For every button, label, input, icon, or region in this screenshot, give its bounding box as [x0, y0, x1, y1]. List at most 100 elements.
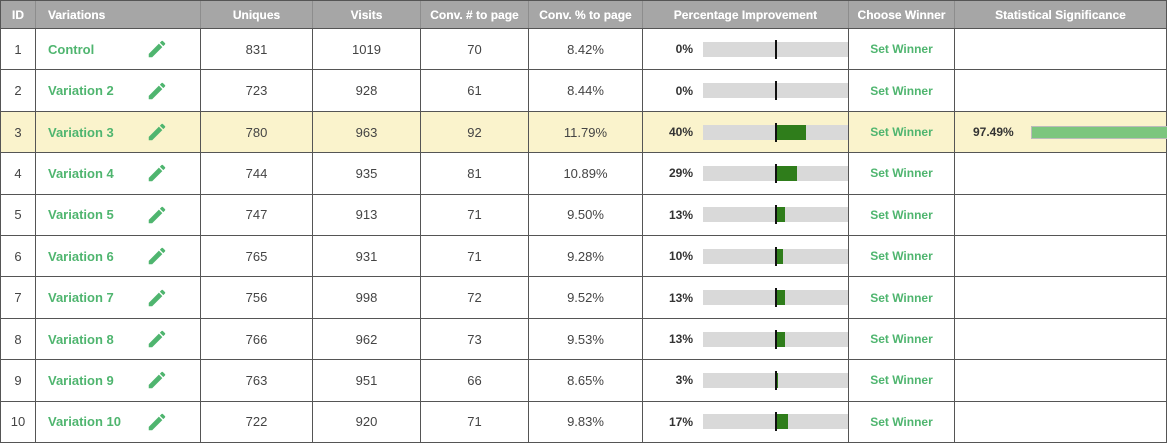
set-winner-button[interactable]: Set Winner [870, 83, 933, 98]
table-row: 10 Variation 10 722 920 71 9.83% 17% Set… [1, 401, 1166, 443]
choose-winner-cell: Set Winner [849, 111, 955, 153]
visits-value: 951 [313, 360, 421, 401]
edit-pencil-icon[interactable] [146, 80, 168, 102]
conversions-value: 61 [421, 70, 529, 111]
variation-name-link[interactable]: Variation 9 [48, 372, 114, 388]
set-winner-button[interactable]: Set Winner [870, 373, 933, 388]
significance-cell: 97.49% [955, 112, 1167, 152]
header-percentage-improvement: Percentage Improvement [643, 1, 849, 28]
header-statistical-significance: Statistical Significance [995, 7, 1126, 22]
table-row: 9 Variation 9 763 951 66 8.65% 3% Set Wi… [1, 360, 1166, 402]
edit-pencil-icon[interactable] [146, 121, 168, 143]
improvement-percent-label: 29% [668, 166, 693, 181]
improvement-zero-marker [774, 81, 777, 101]
set-winner-button[interactable]: Set Winner [870, 332, 933, 347]
table-row: 1 Control 831 1019 70 8.42% 0% Set Winne… [1, 29, 1166, 71]
set-winner-button[interactable]: Set Winner [870, 290, 933, 305]
visits-value: 913 [313, 194, 421, 236]
improvement-bar-fill [775, 124, 806, 140]
edit-pencil-icon[interactable] [146, 328, 168, 350]
edit-pencil-icon[interactable] [146, 162, 168, 184]
improvement-bar [703, 163, 848, 183]
improvement-cell: 40% [643, 111, 849, 153]
edit-pencil-icon[interactable] [146, 411, 168, 433]
improvement-bar [703, 122, 848, 142]
variation-cell: Variation 8 [36, 318, 201, 360]
table-row: 3 Variation 3 780 963 92 11.79% 40% Set … [1, 111, 1167, 154]
set-winner-button[interactable]: Set Winner [870, 125, 933, 140]
improvement-bar-fill [775, 372, 778, 388]
uniques-value: 766 [201, 318, 313, 360]
edit-pencil-icon[interactable] [146, 287, 168, 309]
edit-pencil-icon[interactable] [146, 38, 168, 60]
variation-name-link[interactable]: Variation 2 [48, 83, 114, 99]
row-id: 5 [1, 194, 36, 236]
choose-winner-cell: Set Winner [849, 360, 955, 401]
variation-name-link[interactable]: Variation 10 [48, 414, 121, 430]
variation-name-link[interactable]: Variation 5 [48, 207, 114, 223]
variation-name-link[interactable]: Variation 6 [48, 248, 114, 264]
edit-pencil-icon[interactable] [146, 204, 168, 226]
variation-name-link[interactable]: Variation 3 [48, 124, 114, 140]
improvement-bar-fill [775, 248, 783, 264]
significance-cell [955, 29, 1166, 69]
edit-pencil-icon[interactable] [146, 245, 168, 267]
variation-name-link[interactable]: Variation 7 [48, 290, 114, 306]
significance-bar [1031, 125, 1167, 139]
variation-cell: Variation 9 [36, 360, 201, 401]
uniques-value: 723 [201, 70, 313, 111]
improvement-bar-fill [775, 414, 789, 430]
significance-cell [955, 153, 1166, 193]
variation-cell: Variation 4 [36, 153, 201, 194]
header-uniques: Uniques [201, 1, 313, 28]
improvement-cell: 13% [643, 277, 849, 318]
improvement-bar [703, 412, 848, 432]
row-id: 3 [1, 111, 36, 153]
improvement-percent-label: 10% [668, 249, 693, 264]
row-id: 1 [1, 29, 36, 70]
improvement-zero-marker [774, 329, 777, 349]
improvement-bar [703, 205, 848, 225]
variation-cell: Variation 2 [36, 70, 201, 111]
visits-value: 998 [313, 277, 421, 318]
improvement-zero-marker [774, 122, 777, 142]
improvement-bar-fill [775, 290, 786, 306]
improvement-percent-label: 3% [675, 373, 693, 388]
table-row: 7 Variation 7 756 998 72 9.52% 13% Set W… [1, 277, 1166, 319]
set-winner-button[interactable]: Set Winner [870, 166, 933, 181]
set-winner-button[interactable]: Set Winner [870, 414, 933, 429]
conversions-value: 72 [421, 277, 529, 318]
improvement-zero-marker [774, 246, 777, 266]
variation-name-link[interactable]: Variation 8 [48, 331, 114, 347]
variation-name-link[interactable]: Control [48, 41, 95, 57]
choose-winner-cell: Set Winner [849, 70, 955, 111]
header-conv-num-to-page: Conv. # to page [421, 1, 529, 28]
improvement-bar-fill [775, 165, 798, 181]
header-id: ID [1, 1, 36, 28]
set-winner-button[interactable]: Set Winner [870, 249, 933, 264]
conversion-rate-value: 9.50% [529, 194, 643, 236]
improvement-percent-label: 0% [675, 42, 693, 57]
choose-winner-cell: Set Winner [849, 318, 955, 360]
set-winner-button[interactable]: Set Winner [870, 42, 933, 57]
variation-name-link[interactable]: Variation 4 [48, 165, 114, 181]
row-id: 2 [1, 70, 36, 111]
set-winner-button[interactable]: Set Winner [870, 207, 933, 222]
table-row: 8 Variation 8 766 962 73 9.53% 13% Set W… [1, 318, 1166, 361]
header-conv-pct-to-page: Conv. % to page [529, 1, 643, 28]
variation-cell: Control [36, 29, 201, 70]
conversion-rate-value: 9.52% [529, 277, 643, 318]
uniques-value: 765 [201, 236, 313, 277]
choose-winner-cell: Set Winner [849, 277, 955, 318]
header-visits: Visits [313, 1, 421, 28]
edit-pencil-icon[interactable] [146, 369, 168, 391]
significance-bar-fill [1032, 126, 1167, 138]
header-variations: Variations [36, 1, 201, 28]
improvement-cell: 17% [643, 401, 849, 443]
conversion-rate-value: 9.53% [529, 318, 643, 360]
improvement-bar [703, 39, 848, 59]
improvement-cell: 10% [643, 236, 849, 277]
conversion-rate-value: 8.65% [529, 360, 643, 401]
conversions-value: 70 [421, 29, 529, 70]
